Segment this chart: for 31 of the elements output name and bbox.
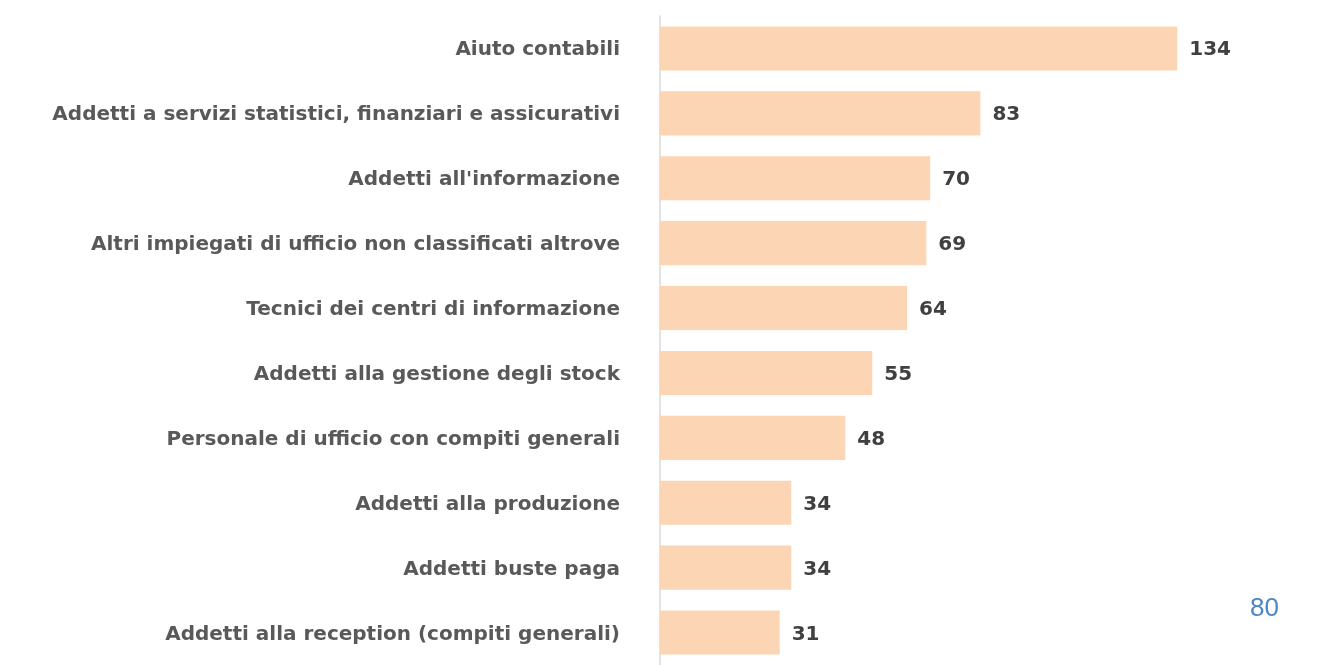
bar [660, 26, 1178, 71]
bar [660, 480, 792, 525]
bar [660, 545, 792, 590]
data-label: 70 [942, 166, 971, 191]
y-tick-label: Addetti all'informazione [348, 166, 620, 191]
y-tick-label: Addetti a servizi statistici, finanziari e assicurativi [52, 101, 620, 126]
data-label: 55 [884, 360, 913, 385]
data-label: 34 [803, 555, 832, 580]
y-tick-label: Addetti alla reception (compiti generali) [165, 620, 620, 645]
data-label: 48 [857, 425, 886, 450]
bar [660, 350, 873, 396]
y-tick-label: Addetti alla gestione degli stock [253, 360, 621, 385]
text: 80 [1250, 592, 1279, 622]
bar [660, 221, 927, 266]
data-label: 64 [919, 296, 947, 321]
data-label: 134 [1189, 36, 1231, 61]
y-tick-label: Tecnici dei centri di informazione [246, 296, 620, 321]
y-tick-label: Addetti buste paga [403, 555, 620, 580]
data-label: 83 [992, 101, 1021, 126]
bar [660, 285, 908, 331]
y-tick-label: Altri impiegati di ufficio non classificati altrove [90, 231, 620, 256]
y-tick-label: Personale di ufficio con compiti generali [166, 425, 620, 450]
y-tick-label: Addetti alla produzione [355, 490, 620, 515]
data-label: 34 [803, 490, 832, 515]
data-label: 69 [938, 231, 967, 256]
bar [660, 610, 780, 655]
bar [660, 91, 981, 136]
data-label: 31 [791, 620, 820, 645]
bar [660, 156, 931, 201]
bar [660, 415, 846, 460]
y-tick-label: Aiuto contabili [455, 36, 620, 61]
